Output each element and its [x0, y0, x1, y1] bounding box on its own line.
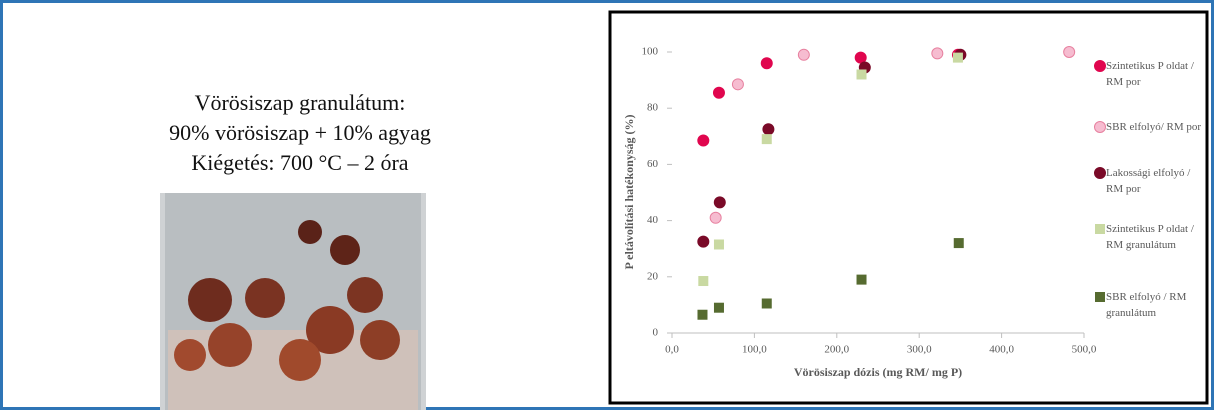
point: [698, 236, 709, 247]
point: [932, 48, 943, 59]
legend-swatch: [1095, 122, 1106, 133]
y-tick-label: 60: [647, 158, 659, 170]
x-tick-label: 500,0: [1072, 344, 1097, 356]
point: [857, 69, 867, 79]
point: [698, 276, 708, 286]
point: [1064, 47, 1075, 58]
legend-swatch: [1095, 168, 1106, 179]
x-tick-label: 300,0: [907, 344, 932, 356]
legend-label: SBR elfolyó / RM granulátum: [1106, 289, 1202, 321]
y-tick-label: 0: [653, 327, 659, 339]
point: [763, 124, 774, 135]
legend-label: Szintetikus P oldat / RM por: [1106, 58, 1202, 90]
photo: [160, 193, 426, 410]
point: [697, 310, 707, 320]
y-tick-label: 40: [647, 214, 659, 226]
y-tick-label: 100: [642, 46, 659, 58]
point: [762, 298, 772, 308]
point: [714, 239, 724, 249]
x-axis-label: Vörösiszap dózis (mg RM/ mg P): [794, 365, 962, 379]
x-tick-label: 100,0: [742, 344, 767, 356]
chart: P eltávolítási hatékonyság (%) Vörösisza…: [0, 0, 1214, 410]
x-tick-label: 200,0: [824, 344, 849, 356]
legend-label: Szintetikus P oldat / RM granulátum: [1106, 221, 1202, 253]
legend-label: SBR elfolyó/ RM por: [1106, 119, 1202, 135]
legend-label: Lakossági elfolyó / RM por: [1106, 165, 1202, 197]
y-axis-label: P eltávolítási hatékonyság (%): [622, 114, 636, 269]
point: [732, 79, 743, 90]
legend-swatch: [1095, 224, 1105, 234]
slide: Vörösiszap granulátum: 90% vörösiszap + …: [0, 0, 1214, 410]
x-tick-label: 0,0: [665, 344, 679, 356]
point: [710, 212, 721, 223]
point: [798, 49, 809, 60]
y-tick-label: 20: [647, 270, 659, 282]
legend-swatch: [1095, 292, 1105, 302]
point: [714, 197, 725, 208]
point: [953, 53, 963, 63]
point: [762, 134, 772, 144]
point: [713, 87, 724, 98]
point: [954, 238, 964, 248]
point: [698, 135, 709, 146]
y-tick-label: 80: [647, 102, 659, 114]
point: [714, 303, 724, 313]
point: [761, 58, 772, 69]
legend-swatch: [1095, 61, 1106, 72]
point: [857, 275, 867, 285]
x-tick-label: 400,0: [989, 344, 1014, 356]
